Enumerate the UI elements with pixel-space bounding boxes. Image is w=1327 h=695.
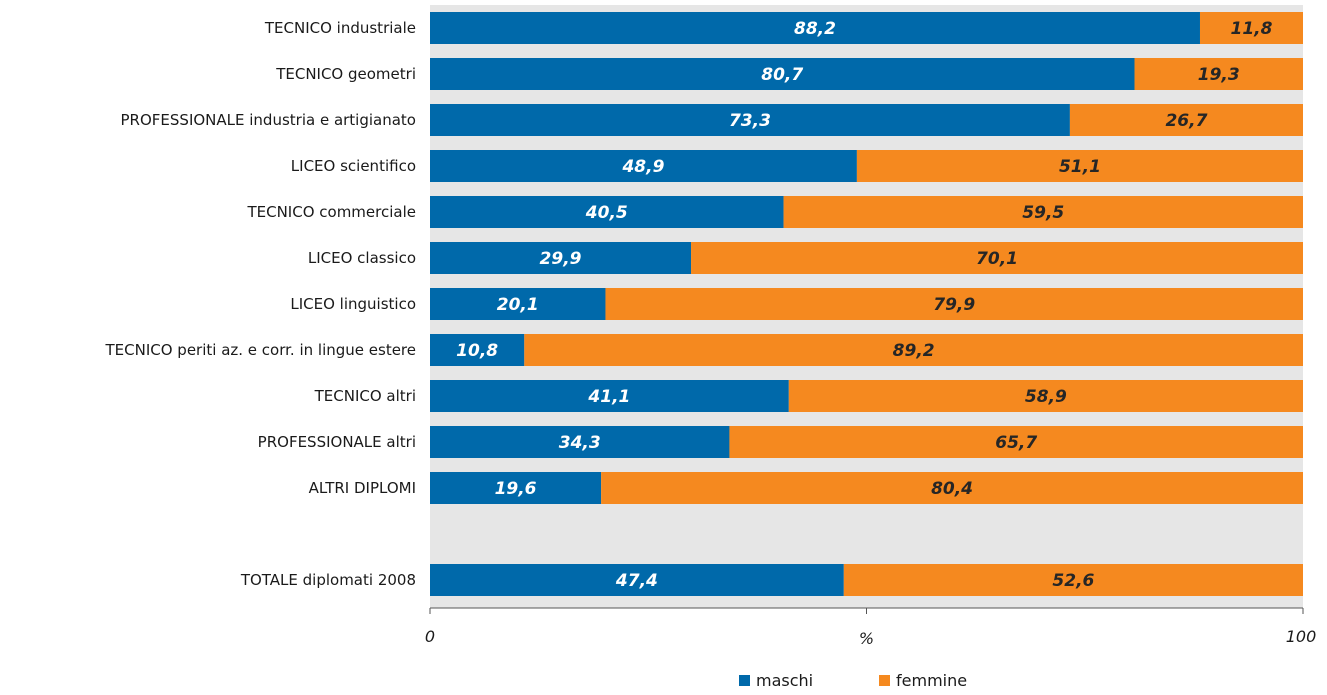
x-axis: 0 100 % <box>425 607 1317 648</box>
bar-maschi <box>430 564 844 596</box>
data-label-maschi: 34,3 <box>559 433 601 453</box>
data-label-maschi: 40,5 <box>585 203 628 223</box>
bar-femmine <box>605 288 1303 320</box>
data-label-maschi: 19,6 <box>495 479 537 499</box>
data-label-maschi: 73,3 <box>729 111 771 131</box>
bar-maschi <box>430 288 606 320</box>
legend: maschi femmine <box>739 671 967 690</box>
data-label-femmine: 79,9 <box>933 295 975 315</box>
x-axis-label: % <box>859 629 874 648</box>
bar-maschi <box>430 380 789 412</box>
category-label: PROFESSIONALE industria e artigianato <box>121 111 416 129</box>
bar-maschi <box>430 242 692 274</box>
bar-maschi <box>430 196 784 228</box>
data-label-maschi: 47,4 <box>615 571 658 591</box>
bar-femmine <box>1069 104 1303 136</box>
data-label-maschi: 48,9 <box>621 157 664 177</box>
x-tick-label-start: 0 <box>425 627 435 646</box>
data-label-femmine: 70,1 <box>976 249 1018 269</box>
x-tick-label-end: 100 <box>1286 627 1317 646</box>
bar-maschi <box>430 58 1135 90</box>
data-label-femmine: 89,2 <box>893 341 935 361</box>
bar-femmine <box>1199 12 1303 44</box>
data-label-femmine: 51,1 <box>1059 157 1101 177</box>
category-labels: TECNICO industriale TECNICO geometri PROFE… <box>105 19 417 589</box>
bar-femmine <box>691 242 1303 274</box>
data-label-maschi: 80,7 <box>761 65 803 85</box>
bar-femmine <box>783 196 1303 228</box>
bar-maschi <box>430 12 1200 44</box>
bar-femmine <box>1134 58 1303 90</box>
legend-swatch-maschi <box>739 675 750 686</box>
data-label-femmine: 58,9 <box>1025 387 1067 407</box>
category-label: TECNICO industriale <box>264 19 416 37</box>
category-label: LICEO scientifico <box>291 157 416 175</box>
bar-femmine <box>856 150 1303 182</box>
category-label: TECNICO commerciale <box>246 203 416 221</box>
category-label: TOTALE diplomati 2008 <box>240 571 416 589</box>
bar-maschi <box>430 472 602 504</box>
data-label-femmine: 59,5 <box>1022 203 1064 223</box>
legend-label-maschi: maschi <box>756 671 813 690</box>
bar-femmine <box>788 380 1303 412</box>
data-label-maschi: 29,9 <box>540 249 582 269</box>
data-label-femmine: 26,7 <box>1165 111 1207 131</box>
legend-label-femmine: femmine <box>896 671 967 690</box>
category-label: PROFESSIONALE altri <box>258 433 416 451</box>
data-label-maschi: 10,8 <box>456 341 498 361</box>
bar-femmine <box>601 472 1303 504</box>
data-label-maschi: 88,2 <box>794 19 836 39</box>
bar-femmine <box>843 564 1303 596</box>
data-label-femmine: 80,4 <box>931 479 973 499</box>
data-label-femmine: 11,8 <box>1231 19 1273 39</box>
category-label: LICEO linguistico <box>290 295 416 313</box>
category-label: ALTRI DIPLOMI <box>309 479 416 497</box>
value-labels: 88,2 11,8 80,7 19,3 73,3 26,7 48,9 51,1 40,5 59,5… <box>456 19 1272 591</box>
bar-maschi <box>430 104 1070 136</box>
bar-maschi <box>430 150 857 182</box>
data-label-femmine: 19,3 <box>1198 65 1240 85</box>
bar-femmine <box>729 426 1303 458</box>
data-label-maschi: 20,1 <box>497 295 539 315</box>
bar-femmine <box>524 334 1303 366</box>
bars-group <box>430 12 1303 596</box>
data-label-maschi: 41,1 <box>587 387 630 407</box>
bar-maschi <box>430 426 730 458</box>
legend-swatch-femmine <box>879 675 890 686</box>
category-label: TECNICO altri <box>314 387 416 405</box>
category-label: LICEO classico <box>308 249 416 267</box>
data-label-femmine: 52,6 <box>1052 571 1094 591</box>
bar-maschi <box>430 334 525 366</box>
category-label: TECNICO geometri <box>275 65 416 83</box>
category-label: TECNICO periti az. e corr. in lingue est… <box>105 341 417 359</box>
data-label-femmine: 65,7 <box>995 433 1037 453</box>
